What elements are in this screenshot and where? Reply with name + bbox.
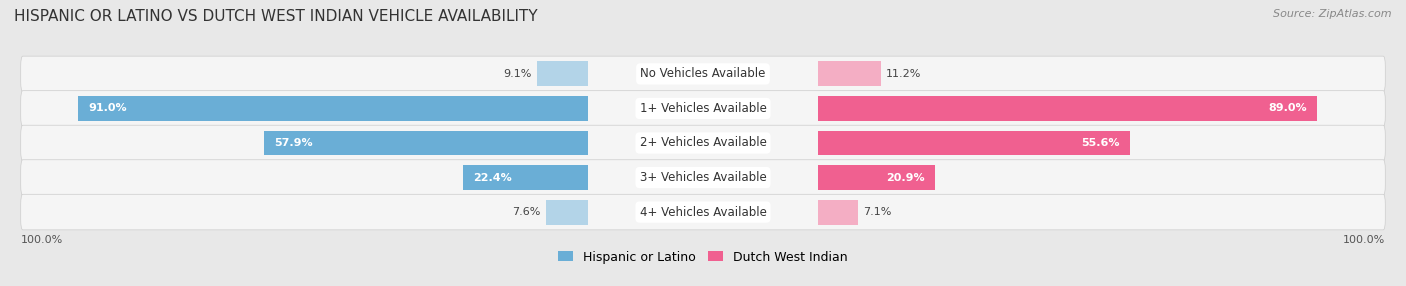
Bar: [818, 96, 1317, 121]
FancyBboxPatch shape: [21, 91, 1385, 126]
Text: 100.0%: 100.0%: [21, 235, 63, 245]
Text: 20.9%: 20.9%: [886, 172, 925, 182]
Bar: [818, 200, 858, 225]
Text: 89.0%: 89.0%: [1268, 104, 1306, 114]
Text: 4+ Vehicles Available: 4+ Vehicles Available: [640, 206, 766, 219]
FancyBboxPatch shape: [21, 194, 1385, 230]
Legend: Hispanic or Latino, Dutch West Indian: Hispanic or Latino, Dutch West Indian: [553, 246, 853, 269]
Text: No Vehicles Available: No Vehicles Available: [640, 67, 766, 80]
Bar: [546, 200, 588, 225]
Text: 100.0%: 100.0%: [1343, 235, 1385, 245]
Bar: [537, 61, 588, 86]
Bar: [818, 61, 880, 86]
Text: 57.9%: 57.9%: [274, 138, 312, 148]
Text: 7.6%: 7.6%: [512, 207, 540, 217]
Bar: [463, 165, 588, 190]
Text: 91.0%: 91.0%: [89, 104, 127, 114]
Text: 11.2%: 11.2%: [886, 69, 921, 79]
Bar: [263, 131, 588, 155]
Text: 9.1%: 9.1%: [503, 69, 531, 79]
FancyBboxPatch shape: [21, 160, 1385, 195]
Text: 1+ Vehicles Available: 1+ Vehicles Available: [640, 102, 766, 115]
Bar: [818, 165, 935, 190]
Text: 3+ Vehicles Available: 3+ Vehicles Available: [640, 171, 766, 184]
Text: 7.1%: 7.1%: [863, 207, 891, 217]
Bar: [77, 96, 588, 121]
Text: HISPANIC OR LATINO VS DUTCH WEST INDIAN VEHICLE AVAILABILITY: HISPANIC OR LATINO VS DUTCH WEST INDIAN …: [14, 9, 537, 23]
Text: Source: ZipAtlas.com: Source: ZipAtlas.com: [1274, 9, 1392, 19]
Text: 55.6%: 55.6%: [1081, 138, 1119, 148]
Text: 22.4%: 22.4%: [472, 172, 512, 182]
FancyBboxPatch shape: [21, 125, 1385, 161]
Text: 2+ Vehicles Available: 2+ Vehicles Available: [640, 136, 766, 150]
FancyBboxPatch shape: [21, 56, 1385, 92]
Bar: [818, 131, 1129, 155]
